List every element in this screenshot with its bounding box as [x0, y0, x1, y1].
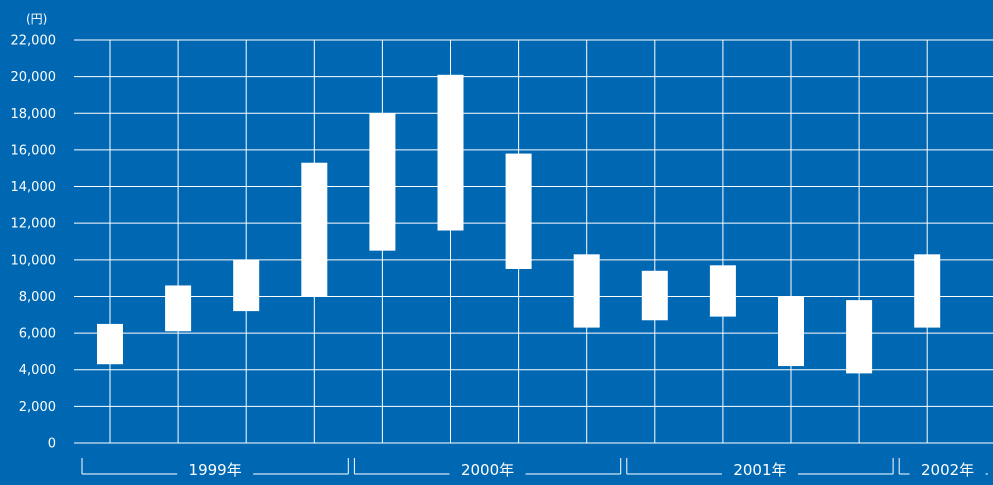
year-label: 2002年	[921, 461, 974, 479]
y-tick-label: 18,000	[11, 107, 57, 122]
bars	[97, 74, 941, 374]
range-bar	[301, 162, 328, 297]
y-tick-label: 12,000	[11, 217, 57, 232]
range-bar	[641, 270, 668, 321]
y-tick-label: 6,000	[19, 327, 56, 342]
y-tick-label: 20,000	[11, 70, 57, 85]
y-tick-label: 8,000	[19, 290, 56, 305]
range-bar	[233, 259, 260, 312]
year-bracket: 2001年	[626, 458, 894, 479]
range-bar	[369, 113, 396, 251]
range-bar	[709, 265, 736, 317]
y-tick-labels: 0 2,000 4,000 6,000 8,000 10,000 12,000 14,000 1…	[11, 34, 57, 452]
y-tick-label: 14,000	[11, 180, 57, 195]
year-bracket: 2000年	[353, 458, 622, 479]
year-label: 1999年	[189, 461, 242, 479]
range-bar	[573, 254, 600, 328]
range-bar	[914, 254, 941, 328]
range-bar	[437, 74, 464, 231]
y-tick-label: 4,000	[19, 363, 56, 378]
range-bar	[165, 285, 192, 332]
y-tick-label: 22,000	[11, 34, 57, 49]
range-bar	[505, 153, 532, 269]
year-label: 2001年	[733, 461, 786, 479]
year-label: 2000年	[461, 461, 514, 479]
range-bar	[846, 300, 873, 374]
year-bracket: 2002年	[898, 458, 988, 479]
y-tick-label: 0	[48, 437, 56, 452]
y-tick-label: 16,000	[11, 143, 57, 158]
y-tick-label: 2,000	[19, 400, 56, 415]
range-bar	[97, 323, 123, 365]
year-axis: 1999年 2000年 2001年 2002年	[81, 458, 988, 479]
range-bar	[778, 296, 804, 367]
year-bracket: 1999年	[81, 458, 349, 479]
grid	[74, 39, 993, 444]
y-unit-label: (円)	[26, 12, 47, 26]
y-tick-label: 10,000	[11, 253, 57, 268]
